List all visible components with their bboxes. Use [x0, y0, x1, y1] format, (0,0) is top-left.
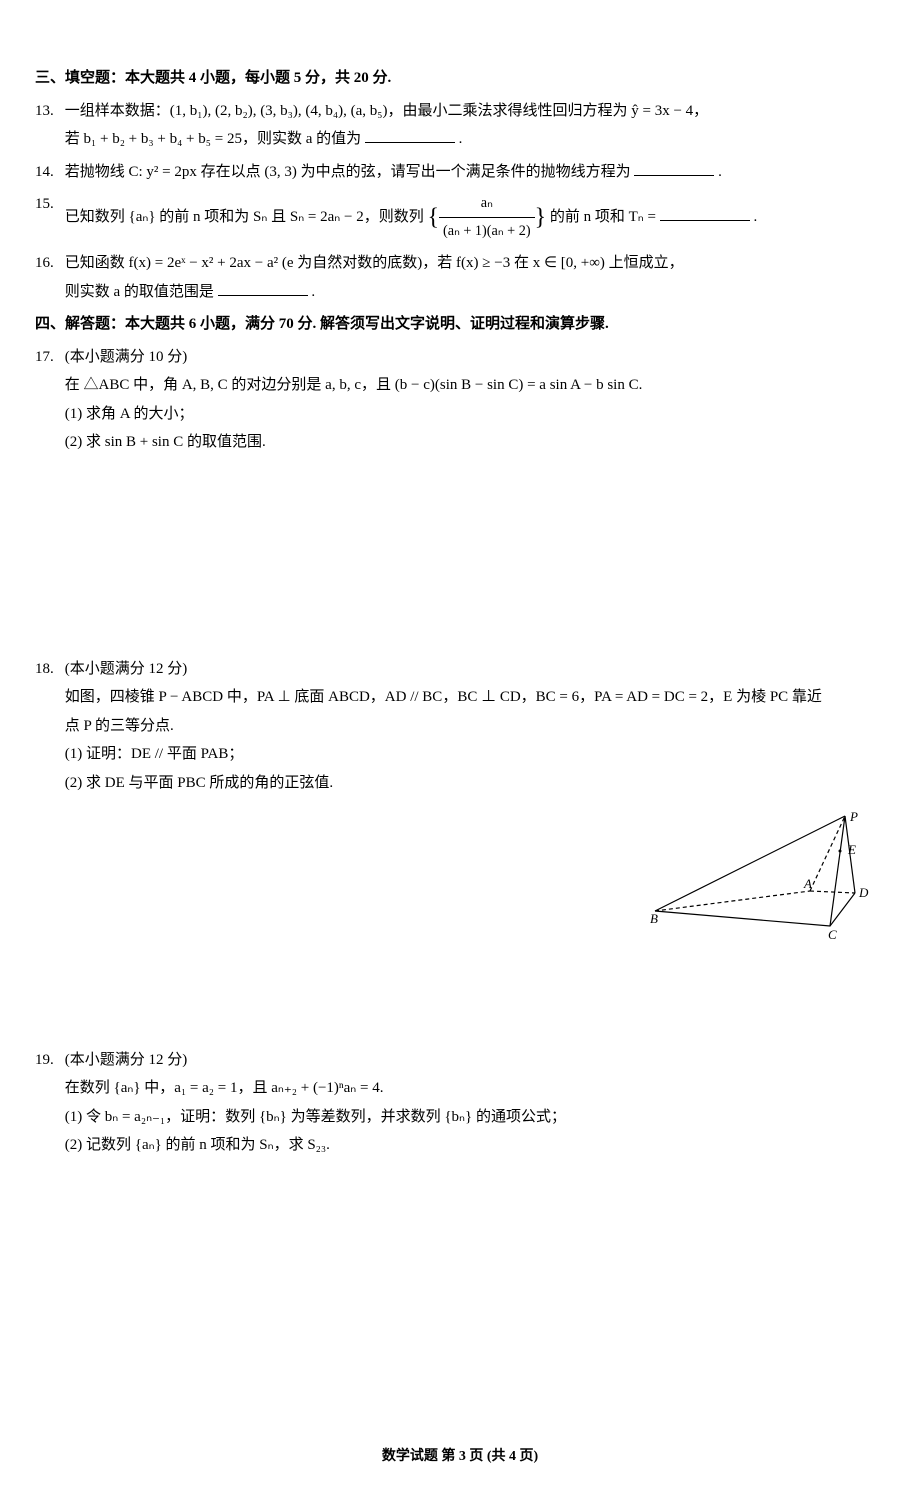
q14: 14. 若抛物线 C: y² = 2px 存在以点 (3, 3) 为中点的弦，请… — [35, 158, 885, 187]
q18-p1: (1) 证明：DE // 平面 PAB； — [65, 746, 244, 762]
q17-stem: 在 △ABC 中，角 A, B, C 的对边分别是 a, b, c，且 (b −… — [65, 377, 643, 393]
q15-c: . — [753, 209, 757, 225]
q16-a: 已知函数 f(x) = 2eˣ − x² + 2ax − a² (e 为自然对数… — [65, 255, 684, 271]
q18: 18. (本小题满分 12 分) 如图，四棱锥 P − ABCD 中，PA ⊥ … — [35, 655, 885, 798]
q13-num: 13. — [35, 97, 61, 126]
q19: 19. (本小题满分 12 分) 在数列 {aₙ} 中，a₁ = a₂ = 1，… — [35, 1046, 885, 1160]
workspace-19 — [35, 1164, 885, 1424]
q13-b: 若 b₁ + b₂ + b₃ + b₄ + b₅ = 25，则实数 a 的值为 — [65, 131, 361, 147]
q16-b: 则实数 a 的取值范围是 — [65, 284, 214, 300]
edge-bp — [655, 816, 845, 911]
label-p: P — [849, 811, 858, 824]
workspace-18 — [35, 952, 885, 1042]
q15-blank — [660, 205, 750, 221]
point-e — [839, 850, 842, 853]
q19-p1: (1) 令 bₙ = a₂ₙ₋₁，证明：数列 {bₙ} 为等差数列，并求数列 {… — [65, 1109, 566, 1125]
workspace-17 — [35, 461, 885, 651]
section4-heading: 四、解答题：本大题共 6 小题，满分 70 分. 解答须写出文字说明、证明过程和… — [35, 310, 885, 339]
q16-num: 16. — [35, 249, 61, 278]
q14-blank — [634, 160, 714, 176]
q13: 13. 一组样本数据：(1, b₁), (2, b₂), (3, b₃), (4… — [35, 97, 885, 154]
pyramid-figure: P E A B C D — [650, 811, 875, 952]
edge-ad — [810, 891, 855, 893]
label-c: C — [828, 927, 837, 941]
q18-stem: 如图，四棱锥 P − ABCD 中，PA ⊥ 底面 ABCD，AD // BC，… — [65, 689, 822, 705]
brace-right-icon: } — [535, 205, 547, 231]
q19-p2: (2) 记数列 {aₙ} 的前 n 项和为 Sₙ，求 S₂₃. — [65, 1137, 330, 1153]
page-footer: 数学试题 第 3 页 (共 4 页) — [35, 1444, 885, 1471]
section3-heading: 三、填空题：本大题共 4 小题，每小题 5 分，共 20 分. — [35, 64, 885, 93]
q19-stem: 在数列 {aₙ} 中，a₁ = a₂ = 1，且 aₙ₊₂ + (−1)ⁿaₙ … — [65, 1080, 384, 1096]
q18-num: 18. — [35, 655, 61, 684]
q15: 15. 已知数列 {aₙ} 的前 n 项和为 Sₙ 且 Sₙ = 2aₙ − 2… — [35, 190, 885, 245]
q15-num: 15. — [35, 190, 61, 219]
q15-numerator: aₙ — [439, 190, 535, 218]
q13-c: . — [459, 131, 463, 147]
label-a: A — [803, 876, 812, 891]
q14-num: 14. — [35, 158, 61, 187]
q15-fraction: aₙ(aₙ + 1)(aₙ + 2) — [439, 190, 535, 245]
q18-stem2: 点 P 的三等分点. — [65, 718, 174, 734]
q17: 17. (本小题满分 10 分) 在 △ABC 中，角 A, B, C 的对边分… — [35, 343, 885, 457]
label-b: B — [650, 911, 658, 926]
q19-pts: (本小题满分 12 分) — [65, 1052, 188, 1068]
q18-p2: (2) 求 DE 与平面 PBC 所成的角的正弦值. — [65, 775, 333, 791]
q16-blank — [218, 280, 308, 296]
q16-c: . — [311, 284, 315, 300]
q17-p1: (1) 求角 A 的大小； — [65, 406, 194, 422]
q17-pts: (本小题满分 10 分) — [65, 349, 188, 365]
label-e: E — [847, 842, 856, 857]
q13-blank — [365, 127, 455, 143]
label-d: D — [858, 885, 869, 900]
q14-c: . — [718, 164, 722, 180]
q15-b: 的前 n 项和 Tₙ = — [550, 209, 660, 225]
q16: 16. 已知函数 f(x) = 2eˣ − x² + 2ax − a² (e 为… — [35, 249, 885, 306]
q15-a: 已知数列 {aₙ} 的前 n 项和为 Sₙ 且 Sₙ = 2aₙ − 2，则数列 — [65, 209, 424, 225]
q19-num: 19. — [35, 1046, 61, 1075]
q17-num: 17. — [35, 343, 61, 372]
q18-pts: (本小题满分 12 分) — [65, 661, 188, 677]
q17-p2: (2) 求 sin B + sin C 的取值范围. — [65, 434, 266, 450]
q15-denominator: (aₙ + 1)(aₙ + 2) — [439, 218, 535, 245]
q14-a: 若抛物线 C: y² = 2px 存在以点 (3, 3) 为中点的弦，请写出一个… — [65, 164, 631, 180]
edge-ba — [655, 891, 810, 911]
brace-left-icon: { — [427, 205, 439, 231]
q13-a: 一组样本数据：(1, b₁), (2, b₂), (3, b₃), (4, b₄… — [65, 103, 708, 119]
pyramid-svg-icon: P E A B C D — [650, 811, 875, 941]
